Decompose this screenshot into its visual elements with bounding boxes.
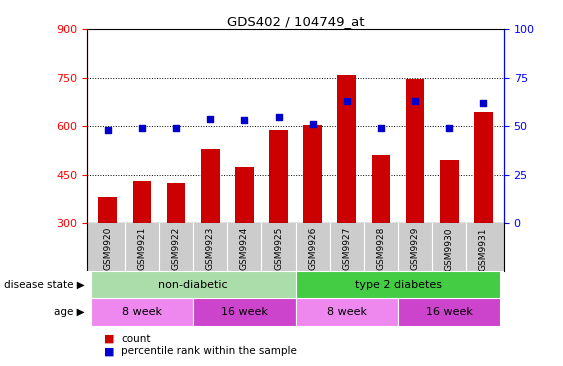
Text: ■: ■ [104, 346, 115, 356]
Bar [296, 298, 398, 326]
Bar [269, 130, 288, 223]
Title: GDS402 / 104749_at: GDS402 / 104749_at [227, 15, 364, 28]
Bar [91, 271, 296, 298]
Bar [406, 79, 425, 223]
Text: GSM9924: GSM9924 [240, 227, 249, 270]
Text: GSM9929: GSM9929 [410, 227, 419, 270]
Text: GSM9931: GSM9931 [479, 227, 488, 270]
Text: 8 week: 8 week [327, 307, 367, 317]
Point [274, 113, 283, 119]
Text: age ▶: age ▶ [54, 307, 84, 317]
Text: GSM9922: GSM9922 [172, 227, 181, 270]
Bar [132, 181, 151, 223]
Point [205, 116, 215, 122]
Text: ■: ■ [104, 333, 115, 344]
Text: percentile rank within the sample: percentile rank within the sample [121, 346, 297, 356]
Text: count: count [121, 333, 150, 344]
Text: 16 week: 16 week [221, 307, 268, 317]
Text: disease state ▶: disease state ▶ [4, 280, 84, 290]
Bar [99, 197, 117, 223]
Text: GSM9930: GSM9930 [445, 227, 454, 270]
Bar [91, 298, 193, 326]
Text: GSM9926: GSM9926 [308, 227, 317, 270]
Bar [303, 125, 322, 223]
Text: GSM9923: GSM9923 [205, 227, 215, 270]
Point [377, 125, 386, 131]
Bar [337, 75, 356, 223]
Point [445, 125, 454, 131]
Bar [296, 271, 501, 298]
Point [410, 98, 419, 104]
Bar [193, 298, 296, 326]
Text: 8 week: 8 week [122, 307, 162, 317]
Bar [235, 167, 254, 223]
Point [103, 127, 112, 133]
Text: GSM9921: GSM9921 [137, 227, 146, 270]
Text: GSM9920: GSM9920 [103, 227, 112, 270]
Point [342, 98, 351, 104]
Point [137, 125, 146, 131]
Bar [372, 155, 390, 223]
Point [308, 122, 317, 127]
Point [479, 100, 488, 106]
Text: non-diabetic: non-diabetic [158, 280, 228, 290]
Text: GSM9927: GSM9927 [342, 227, 351, 270]
Text: GSM9928: GSM9928 [377, 227, 386, 270]
Text: type 2 diabetes: type 2 diabetes [355, 280, 441, 290]
Point [172, 125, 181, 131]
Bar [440, 160, 459, 223]
Text: GSM9925: GSM9925 [274, 227, 283, 270]
Bar [398, 298, 501, 326]
Text: 16 week: 16 week [426, 307, 473, 317]
Bar [167, 183, 185, 223]
Bar [474, 112, 493, 223]
Point [240, 117, 249, 123]
Bar [201, 149, 220, 223]
